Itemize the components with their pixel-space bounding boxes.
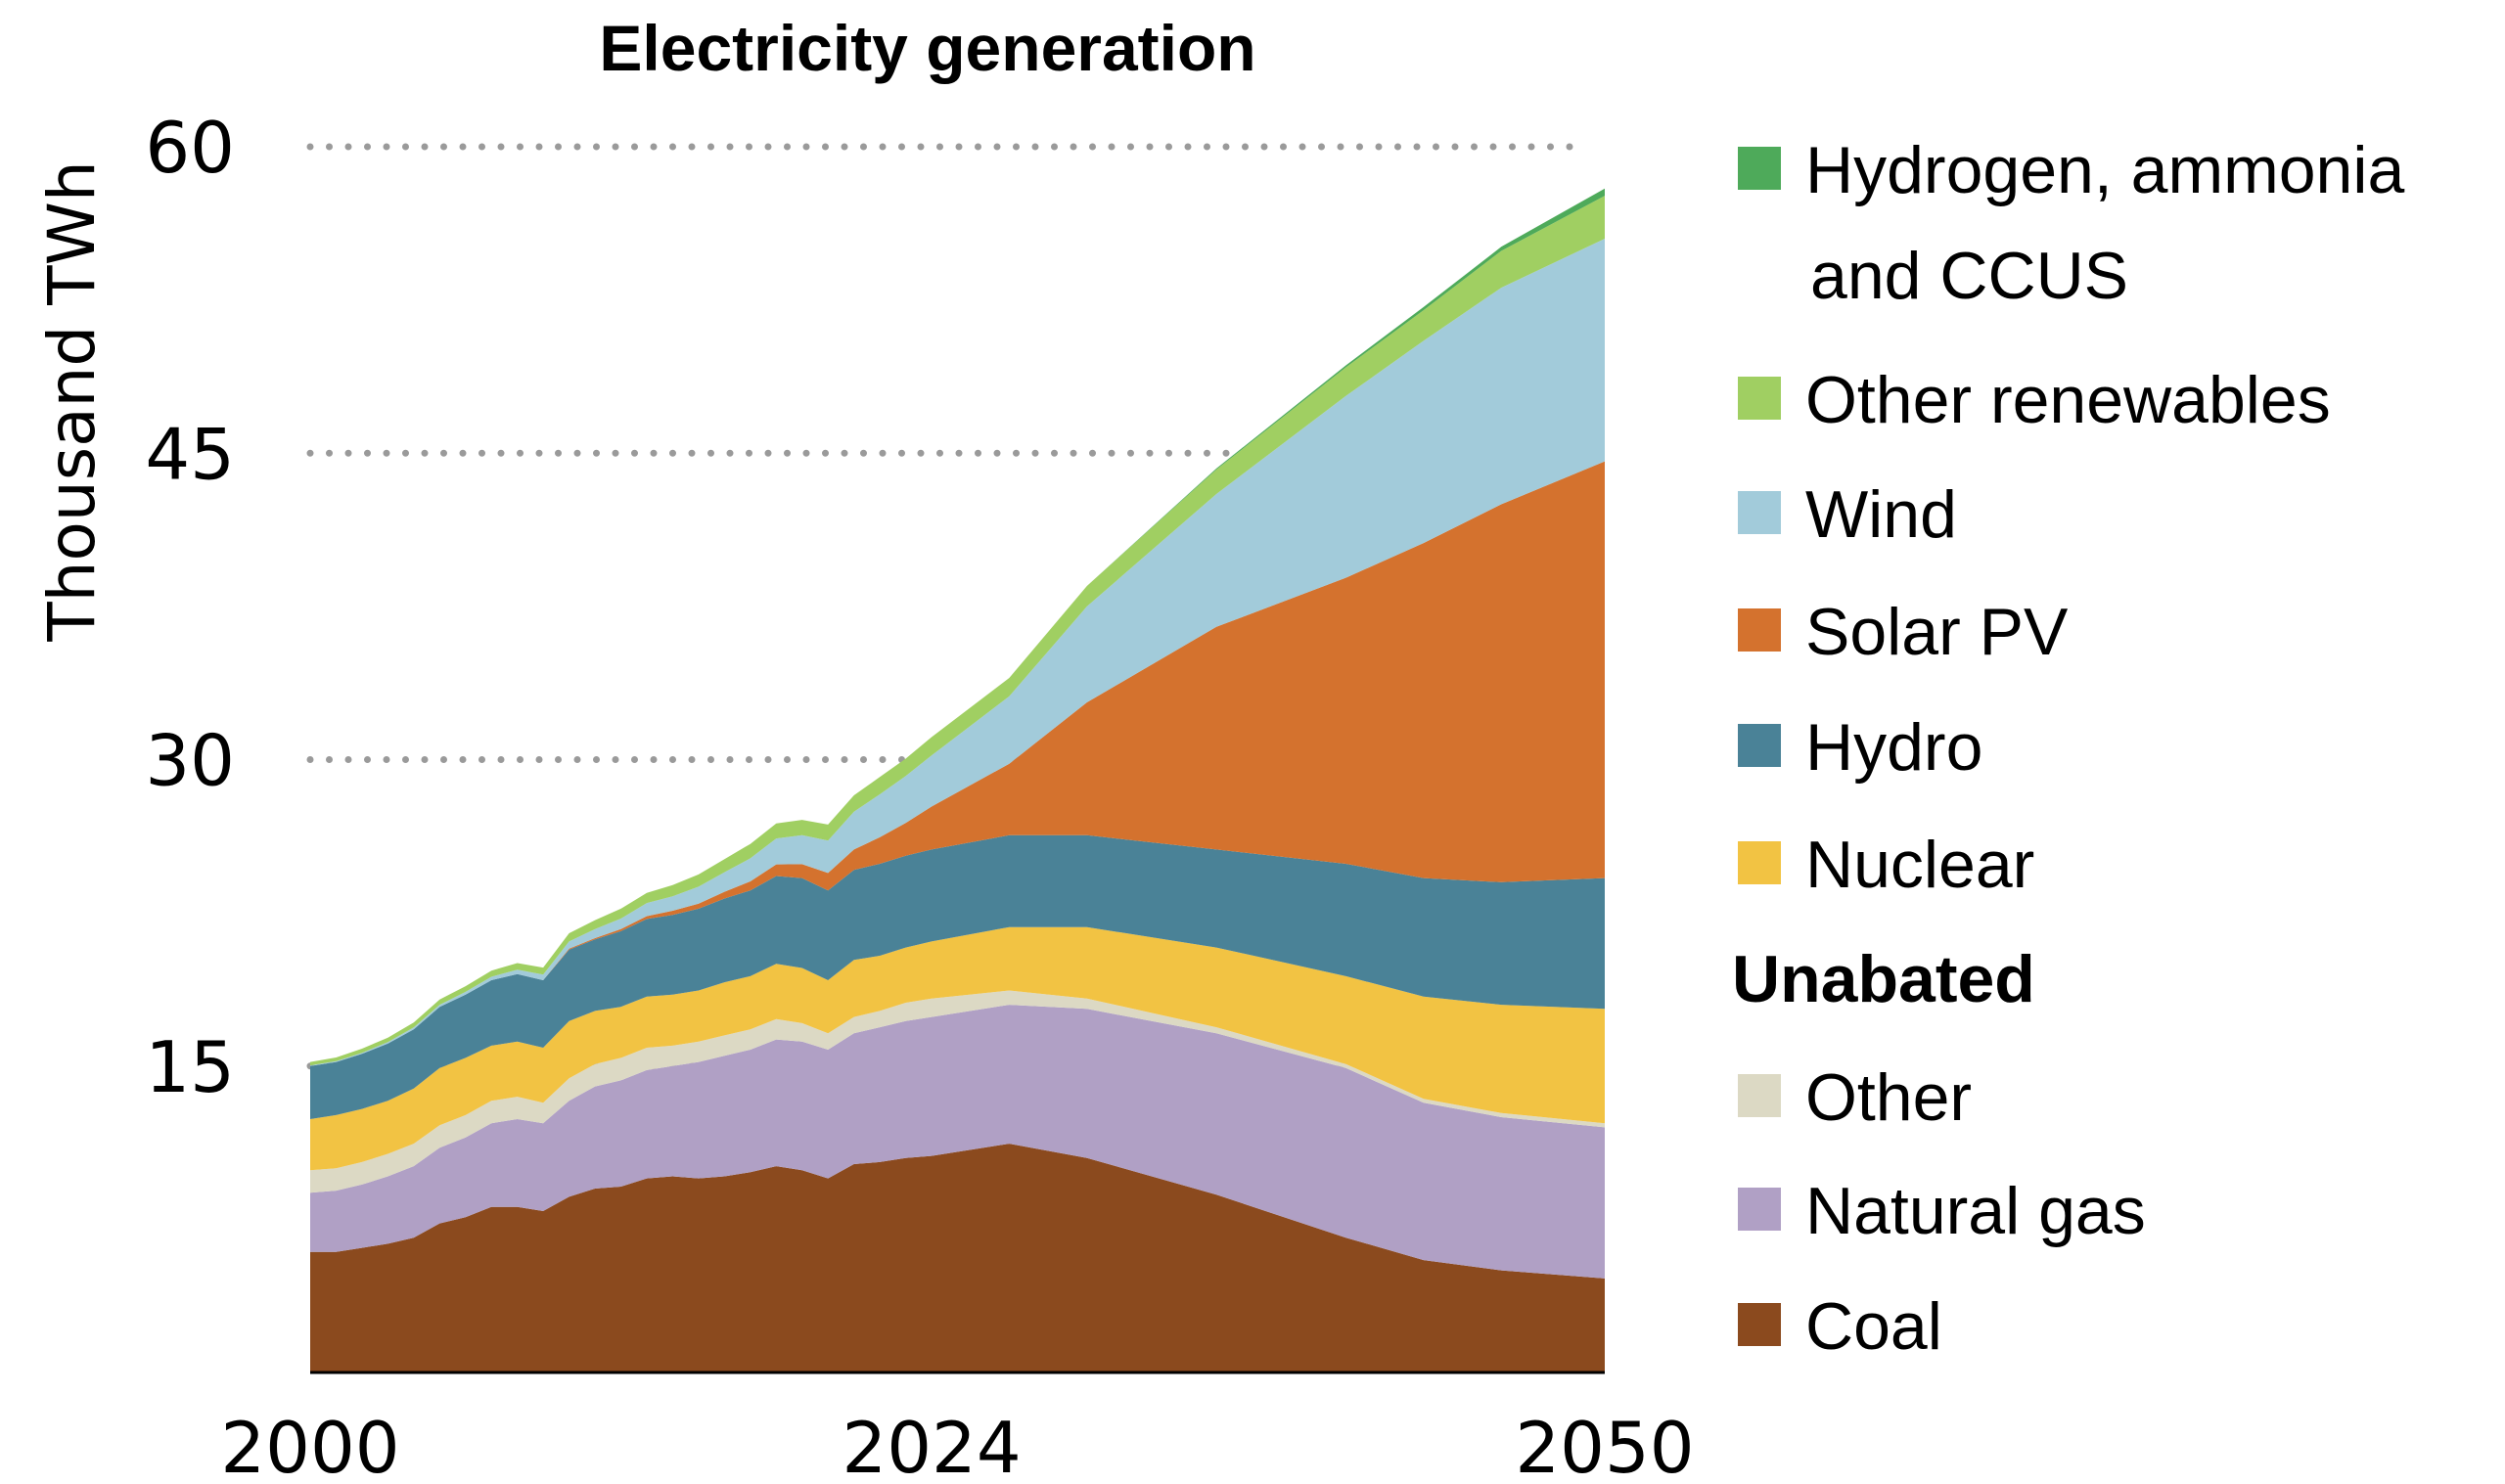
legend-swatch-hydrogen	[1738, 147, 1781, 190]
area-natural-gas	[310, 1005, 1605, 1279]
x-tick-label: 2024	[842, 1407, 1021, 1484]
area-solar-pv	[310, 461, 1605, 1066]
legend: Hydrogen, ammonia and CCUS Other renewab…	[1732, 133, 2404, 1364]
legend-swatch-other	[1738, 1074, 1781, 1117]
area-wind	[310, 239, 1605, 1066]
y-axis-ticks: 15 30 45 60	[145, 107, 235, 1108]
stacked-areas	[310, 188, 1605, 1372]
x-tick-label: 2000	[220, 1407, 399, 1484]
legend-label-natural-gas: Natural gas	[1805, 1174, 2146, 1248]
y-tick-label: 60	[145, 107, 235, 189]
x-axis-ticks: 2000 2024 2050	[220, 1407, 1694, 1484]
legend-label-hydrogen-line1: Hydrogen, ammonia	[1805, 133, 2404, 207]
area-hydro	[310, 834, 1605, 1119]
y-tick-label: 30	[145, 720, 235, 802]
legend-label-wind: Wind	[1805, 477, 1957, 552]
legend-label-other: Other	[1805, 1060, 1972, 1135]
y-tick-label: 15	[145, 1026, 235, 1108]
area-nuclear	[310, 926, 1605, 1171]
y-axis-label: Thousand TWh	[34, 160, 110, 642]
area-other-renewables	[310, 196, 1605, 1066]
chart-title: Electricity generation	[599, 12, 1255, 84]
legend-swatch-coal	[1738, 1303, 1781, 1346]
legend-swatch-wind	[1738, 491, 1781, 534]
legend-swatch-nuclear	[1738, 841, 1781, 884]
legend-label-solar-pv: Solar PV	[1805, 595, 2069, 669]
legend-swatch-solar-pv	[1738, 608, 1781, 652]
y-tick-label: 45	[145, 413, 235, 495]
area-coal	[310, 1144, 1605, 1372]
legend-label-nuclear: Nuclear	[1805, 828, 2034, 902]
legend-label-hydrogen-line2: and CCUS	[1810, 239, 2128, 313]
legend-label-hydro: Hydro	[1805, 710, 1982, 785]
legend-swatch-natural-gas	[1738, 1188, 1781, 1231]
legend-label-other-renewables: Other renewables	[1805, 363, 2331, 437]
legend-group-heading-unabated: Unabated	[1732, 942, 2035, 1016]
legend-swatch-other-renewables	[1738, 377, 1781, 420]
x-tick-label: 2050	[1515, 1407, 1694, 1484]
legend-label-coal: Coal	[1805, 1289, 1942, 1364]
legend-swatch-hydro	[1738, 724, 1781, 767]
area-other	[310, 990, 1605, 1193]
